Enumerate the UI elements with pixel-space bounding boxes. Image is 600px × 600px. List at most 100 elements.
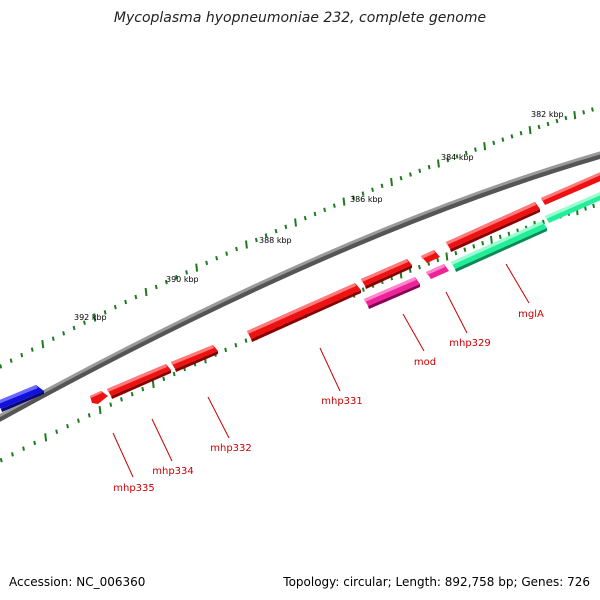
outer-tick: [83, 320, 86, 325]
outer-tick: [235, 246, 238, 252]
outer-tick: [418, 168, 422, 174]
outer-tick: [124, 299, 128, 305]
inner-tick: [361, 287, 365, 292]
gene-mhp329-feature[interactable]: [426, 264, 449, 279]
outer-tick: [185, 270, 188, 275]
outer-tick: [51, 336, 55, 341]
gene-label-lines: [112, 263, 530, 478]
outer-tick: [103, 310, 107, 315]
inner-tick: [408, 268, 412, 273]
inner-tick: [436, 257, 440, 263]
gene-mhp335-feature[interactable]: [90, 391, 108, 404]
outer-tick: [0, 364, 3, 369]
genome-summary-text: Topology: circular; Length: 892,758 bp; …: [282, 575, 590, 589]
outer-tick: [555, 118, 559, 124]
gene-mhp332-feature[interactable]: [171, 345, 218, 372]
gene-label-mhp335[interactable]: mhp335: [113, 483, 155, 494]
accession-text: Accession: NC_006360: [9, 575, 145, 589]
inner-tick: [141, 386, 145, 392]
gene-mod-feature[interactable]: [364, 277, 420, 309]
inner-tick: [481, 240, 485, 246]
outer-tick: [20, 352, 24, 358]
inner-tick: [77, 418, 80, 423]
label-line-mglA: [505, 263, 530, 304]
outer-tick: [564, 115, 568, 121]
label-line-mhp334: [151, 418, 173, 462]
gene-teal-feature[interactable]: [545, 188, 600, 223]
inner-tick: [151, 379, 155, 389]
gene-label-mhp332[interactable]: mhp332: [210, 443, 252, 454]
gene-label-mhp331[interactable]: mhp331: [321, 396, 363, 407]
outer-tick: [371, 187, 374, 192]
gene-labels: mglA mhp329 mod mhp331 mhp332 mhp334 mhp…: [113, 309, 544, 494]
outer-tick: [519, 130, 523, 136]
outer-tick: [154, 284, 158, 290]
outer-tick: [225, 251, 229, 256]
outer-tick: [313, 211, 317, 217]
outer-tick: [361, 191, 365, 196]
inner-tick: [109, 402, 113, 407]
gene-red-feature-d[interactable]: [541, 168, 600, 205]
outer-tick-track: [0, 107, 594, 369]
gene-mglA-feature[interactable]: [451, 221, 547, 272]
inner-tick: [445, 252, 449, 261]
outer-tick: [537, 124, 541, 130]
inner-tick: [244, 338, 248, 343]
outer-tick: [264, 233, 268, 238]
outer-tick: [427, 164, 431, 170]
outer-tick: [205, 260, 209, 266]
inner-tick: [44, 433, 48, 442]
outer-tick: [284, 224, 288, 230]
outer-tick: [510, 134, 514, 139]
gene-red-feature-b[interactable]: [421, 250, 440, 263]
outer-tick: [294, 218, 297, 227]
outer-tick: [254, 237, 258, 243]
outer-tick: [437, 159, 440, 168]
gene-red-feature-c[interactable]: [446, 202, 540, 252]
inner-tick: [0, 457, 3, 463]
gene-blue-feature[interactable]: [0, 385, 44, 412]
outer-tick: [390, 177, 393, 187]
outer-tick: [455, 154, 459, 159]
outer-tick: [215, 255, 219, 261]
inner-tick: [172, 371, 176, 377]
outer-tick: [409, 172, 412, 177]
outer-tick: [30, 347, 34, 352]
scale-labels: 382 kbp 384 kbp 386 kbp 388 kbp 390 kbp …: [74, 110, 564, 322]
gene-features: [0, 168, 600, 412]
inner-tick: [472, 244, 476, 249]
outer-tick: [528, 125, 532, 135]
outer-tick: [446, 157, 450, 163]
outer-tick: [591, 107, 594, 112]
gene-label-mglA[interactable]: mglA: [518, 309, 544, 320]
inner-tick: [22, 446, 25, 451]
tick-label-384: 384 kbp: [441, 153, 474, 162]
gene-mhp334-feature[interactable]: [107, 364, 171, 399]
outer-tick: [573, 110, 577, 120]
tick-label-382: 382 kbp: [531, 110, 564, 119]
label-line-mhp335: [112, 432, 134, 478]
outer-tick: [245, 240, 248, 249]
outer-tick: [134, 294, 138, 300]
outer-tick: [144, 287, 148, 297]
gene-red-feature-a[interactable]: [361, 259, 412, 289]
outer-tick: [483, 142, 487, 151]
label-line-mhp331: [319, 347, 341, 392]
outer-tick: [41, 339, 45, 349]
genome-backbone-shadow: [0, 152, 600, 422]
tick-label-388: 388 kbp: [259, 236, 292, 245]
inner-tick: [55, 429, 59, 434]
outer-tick: [72, 325, 76, 331]
inner-tick: [584, 206, 587, 211]
inner-tick: [224, 347, 228, 353]
inner-tick: [418, 264, 421, 270]
label-line-mod: [402, 313, 425, 352]
gene-label-mod[interactable]: mod: [414, 357, 436, 368]
gene-label-mhp329[interactable]: mhp329: [449, 338, 491, 349]
outer-tick: [175, 274, 178, 280]
tick-label-392: 392 kbp: [74, 313, 107, 322]
gene-label-mhp334[interactable]: mhp334: [152, 466, 194, 477]
gene-mhp331-feature[interactable]: [247, 283, 361, 342]
inner-tick: [498, 234, 502, 240]
